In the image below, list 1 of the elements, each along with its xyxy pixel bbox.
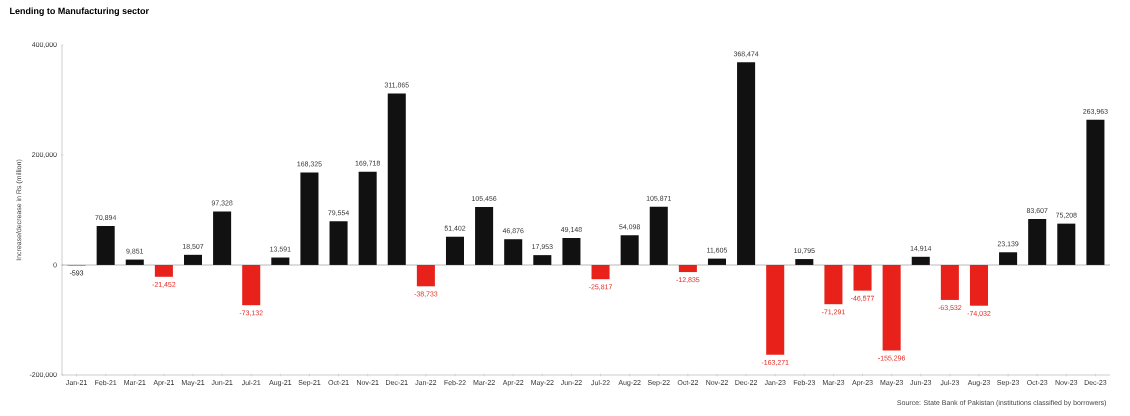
chart-title: Lending to Manufacturing sector [10, 7, 149, 16]
